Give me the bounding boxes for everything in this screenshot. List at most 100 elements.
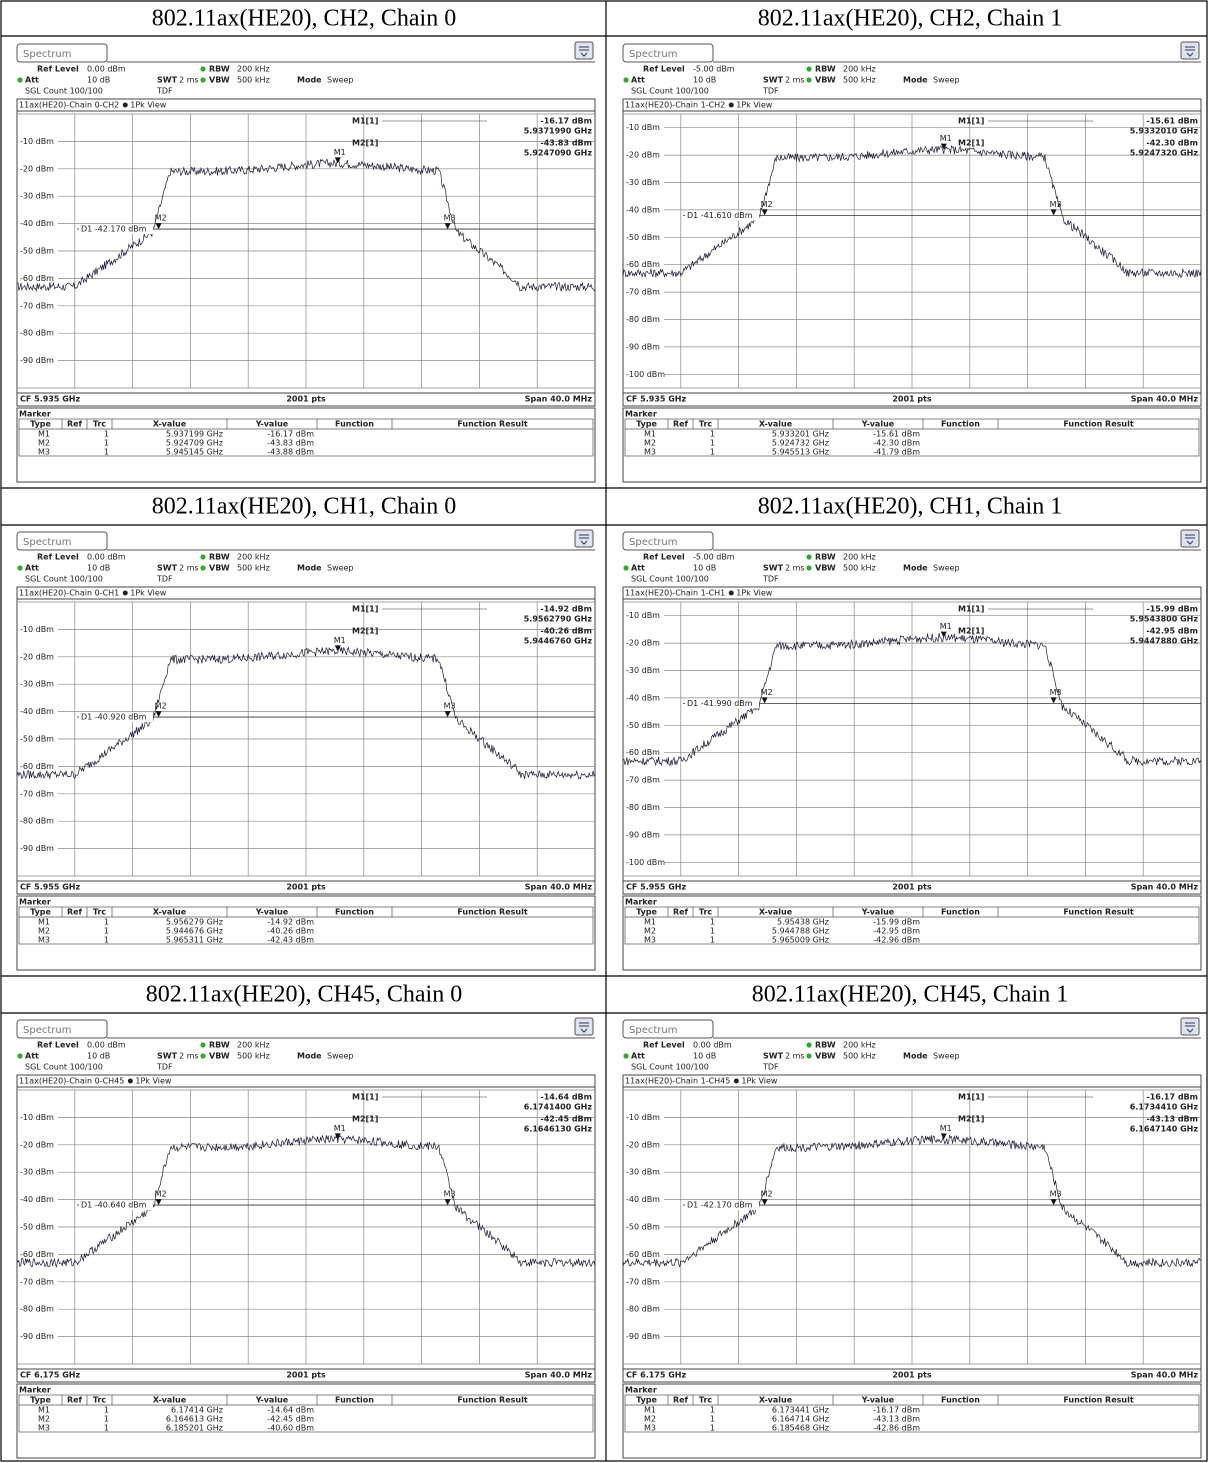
marker-type: M3 [38,936,50,945]
label-bg [18,136,58,147]
ref-level-value: 0.00 dBm [693,1041,732,1050]
trace-dot [122,590,128,596]
y-axis-label: -50 dBm [626,233,660,242]
y-axis-label: -60 dBm [20,762,54,771]
label-bg [624,204,664,215]
marker-flag: M3 [1050,1190,1062,1199]
marker-table-header: X-value [153,908,187,917]
y-axis-label: -50 dBm [20,735,54,744]
span: Span 40.0 MHz [1131,395,1199,404]
y-axis-label: -60 dBm [626,260,660,269]
label-bg [624,1222,664,1232]
m1-readout-label: M1[1] [958,1093,984,1102]
marker-table-header: Function [941,1396,980,1405]
marker-table-header: X-value [759,1396,793,1405]
trace-dot [728,590,734,596]
marker-x-value: 5.944676 GHz [166,927,223,936]
swt-label: SWT [157,1052,178,1061]
marker-x-value: 5.933201 GHz [772,430,829,439]
label-bg [624,610,664,621]
y-axis-label: -40 dBm [626,1195,660,1204]
y-axis-label: -40 dBm [626,693,660,702]
center-frequency: CF 5.935 GHz [626,395,686,404]
menu-icon-glyph [579,1022,589,1033]
marker-triangle [155,1199,162,1206]
vbw-value: 500 kHz [237,1052,270,1061]
m2-readout-freq: 5.9446760 GHz [524,637,593,646]
marker-table-header: Trc [93,1396,107,1405]
marker-trace: 1 [104,439,109,448]
marker-y-value: -42.86 dBm [873,1424,920,1433]
marker-y-value: -15.61 dBm [873,430,920,439]
marker-triangle [334,645,341,652]
span: Span 40.0 MHz [1131,883,1199,892]
marker-table-header: Y-value [861,1396,895,1405]
ref-level-value: 0.00 dBm [87,65,126,74]
label-bg [624,232,664,243]
label-bg [624,638,664,649]
label-bg [685,1200,759,1211]
menu-icon-glyph [1185,46,1195,57]
status-dot [200,1053,206,1059]
m1-readout-freq: 5.9562790 GHz [524,615,593,624]
marker-frame [16,1383,596,1459]
mode-label: Mode [903,1052,928,1061]
marker-flag: M3 [1050,200,1062,209]
y-axis-label: -30 dBm [626,1168,660,1177]
marker-table-header: Ref [67,1396,83,1405]
marker-trace: 1 [710,927,715,936]
panel-heading: 802.11ax(HE20), CH45, Chain 1 [752,982,1068,1008]
y-axis-label: -30 dBm [20,680,54,689]
mode-value: Sweep [327,76,354,85]
y-axis-label: -20 dBm [20,652,54,661]
marker-trace: 1 [104,1406,109,1415]
ref-level-label: Ref Level [37,553,79,562]
marker-type: M2 [38,927,50,936]
marker-frame [622,1383,1202,1459]
label-bg [18,788,58,799]
marker-table [624,1394,1200,1433]
marker-y-value: -16.17 dBm [873,1406,920,1415]
att-label: Att [25,564,39,573]
y-axis-label: -90 dBm [626,1332,660,1341]
trace [16,1133,596,1268]
marker-flag: M1 [334,636,346,645]
marker-triangle [1050,697,1057,704]
marker-table-header: Y-value [861,420,895,429]
marker-y-value: -14.64 dBm [267,1406,314,1415]
marker-table-header: Function [941,420,980,429]
marker-table-header: Y-value [255,908,289,917]
y-axis-label: -50 dBm [20,1223,54,1232]
y-axis-label: -100 dBm [626,370,665,379]
marker-flag: M2 [155,214,167,223]
spectrum-screenshot: Spectrum Ref Level 0.00 dBm RBW 200 kHz Att 10… [622,1017,1202,1459]
label-bg [624,692,664,703]
trace-view: 1Pk View [736,589,773,598]
att-value: 10 dB [87,1052,110,1061]
status-dot [806,1053,812,1059]
vbw-label: VBW [209,1052,230,1061]
sweep-count: SGL Count 100/100 [631,575,709,584]
y-axis-label: -10 dBm [20,1113,54,1122]
y-axis-label: -50 dBm [20,247,54,256]
y-axis-label: -90 dBm [626,830,660,839]
label-bg [79,712,153,723]
y-axis-label: -70 dBm [626,1277,660,1286]
label-bg [624,341,664,352]
marker-table-header: Function Result [457,420,528,429]
att-value: 10 dB [87,564,110,573]
y-axis-label: -20 dBm [626,639,660,648]
y-axis-label: -50 dBm [626,1223,660,1232]
rbw-label: RBW [815,65,836,74]
marker-trace: 1 [104,448,109,457]
marker-flag: M1 [940,622,952,631]
marker-triangle [940,143,947,150]
trace [622,144,1202,279]
att-value: 10 dB [693,564,716,573]
rbw-label: RBW [815,1041,836,1050]
marker-type: M1 [644,918,656,927]
marker-table-header: Type [636,908,657,917]
marker-table-header: Type [30,1396,51,1405]
label-bg [685,210,759,221]
center-frequency: CF 6.175 GHz [626,1371,686,1380]
